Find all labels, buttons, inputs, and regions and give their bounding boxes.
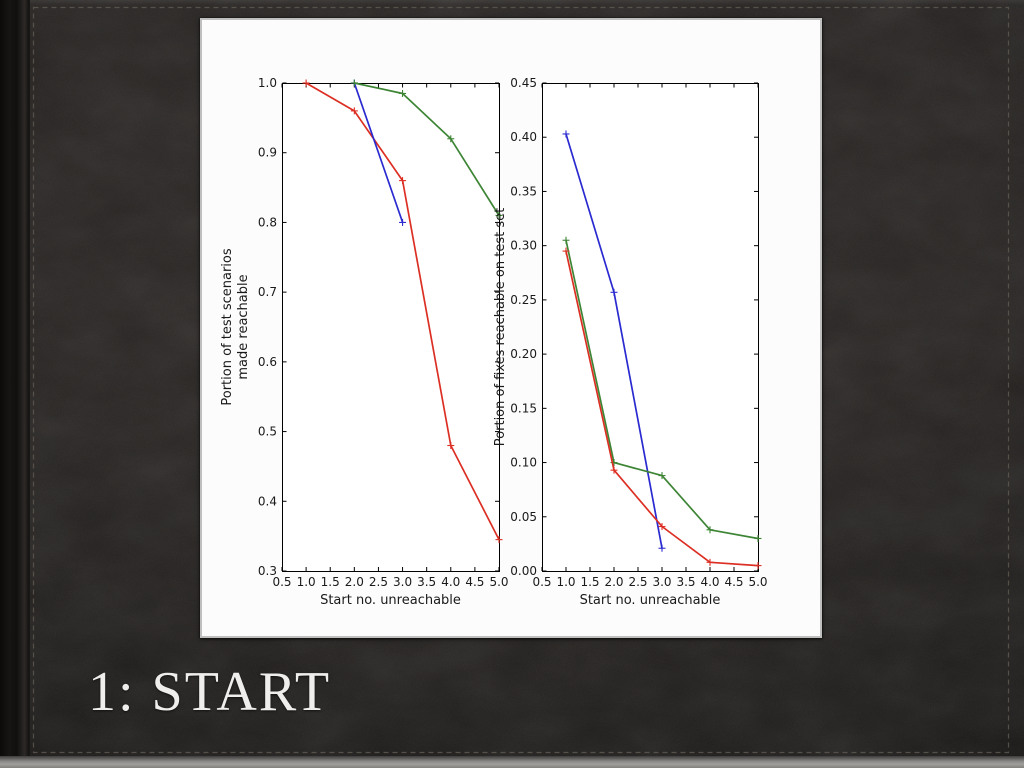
x-tick-label: 2.5 (369, 575, 388, 589)
series-line-green (354, 82, 500, 216)
x-tick-label: 2.0 (604, 575, 623, 589)
stitch-border (32, 6, 1010, 754)
y-tick-label: 0.25 (510, 293, 537, 307)
y-tick-label: 0.9 (258, 146, 277, 160)
y-tick-label: 0.5 (258, 425, 277, 439)
leather-spine-fold (0, 0, 30, 768)
x-tick-label: 2.0 (345, 575, 364, 589)
x-tick-label: 5.0 (489, 575, 508, 589)
x-tick-label: 2.5 (628, 575, 647, 589)
slide-bottom-edge (0, 756, 1024, 768)
x-axis-label: Start no. unreachable (580, 593, 721, 608)
axes-frame (542, 83, 759, 572)
y-tick-label: 0.40 (510, 130, 537, 144)
x-tick-label: 4.5 (724, 575, 743, 589)
y-tick-label: 0.4 (258, 494, 277, 508)
left-chart: 0.5 1.0 1.5 2.0 2.5 3.0 3.5 4.0 4.5 5.0 0.3 0.4 0.5 0… (220, 76, 509, 608)
slide-title: 1: START (88, 661, 332, 723)
y-tick-label: 0.8 (258, 215, 277, 229)
y-tick-label: 0.00 (510, 564, 537, 578)
y-tick-label: 1.0 (258, 76, 277, 90)
x-tick-label: 4.0 (700, 575, 719, 589)
x-tick-label: 0.5 (272, 575, 291, 589)
y-tick-label: 0.15 (510, 401, 537, 415)
x-axis-label: Start no. unreachable (320, 593, 461, 608)
axes-frame (282, 83, 500, 572)
x-tick-label: 1.5 (580, 575, 599, 589)
y-tick-label: 0.05 (510, 510, 537, 524)
x-tick-label: 3.5 (676, 575, 695, 589)
right-chart: 0.5 1.0 1.5 2.0 2.5 3.0 3.5 4.0 4.5 5.0 0.00 0.05 0.… (493, 76, 768, 608)
y-tick-label: 0.6 (258, 355, 277, 369)
y-tick-label: 0.30 (510, 239, 537, 253)
y-tick-label: 0.7 (258, 285, 277, 299)
y-axis-label: Portion of fixes reachable on test set (493, 208, 508, 446)
x-tick-label: 3.5 (417, 575, 436, 589)
x-tick-label: 1.0 (556, 575, 575, 589)
x-tick-label: 1.0 (297, 575, 316, 589)
x-tick-label: 0.5 (532, 575, 551, 589)
y-tick-label: 0.20 (510, 347, 537, 361)
chart-card: 0.5 1.0 1.5 2.0 2.5 3.0 3.5 4.0 4.5 5.0 0.3 0.4 0.5 0… (200, 18, 822, 638)
y-tick-label: 0.35 (510, 184, 537, 198)
y-tick-label: 0.10 (510, 456, 537, 470)
x-tick-label: 1.5 (321, 575, 340, 589)
y-tick-label: 0.45 (510, 76, 537, 90)
y-tick-label: 0.3 (258, 564, 277, 578)
y-axis-label: made reachable (236, 274, 251, 379)
x-tick-label: 4.5 (465, 575, 484, 589)
charts-svg: 0.5 1.0 1.5 2.0 2.5 3.0 3.5 4.0 4.5 5.00.30.40.50… (220, 76, 768, 608)
x-tick-label: 3.0 (652, 575, 671, 589)
x-tick-label: 3.0 (393, 575, 412, 589)
series-line-blue (353, 82, 404, 223)
x-tick-label: 4.0 (441, 575, 460, 589)
y-axis-label: Portion of test scenarios (220, 248, 235, 406)
x-tick-label: 5.0 (748, 575, 767, 589)
